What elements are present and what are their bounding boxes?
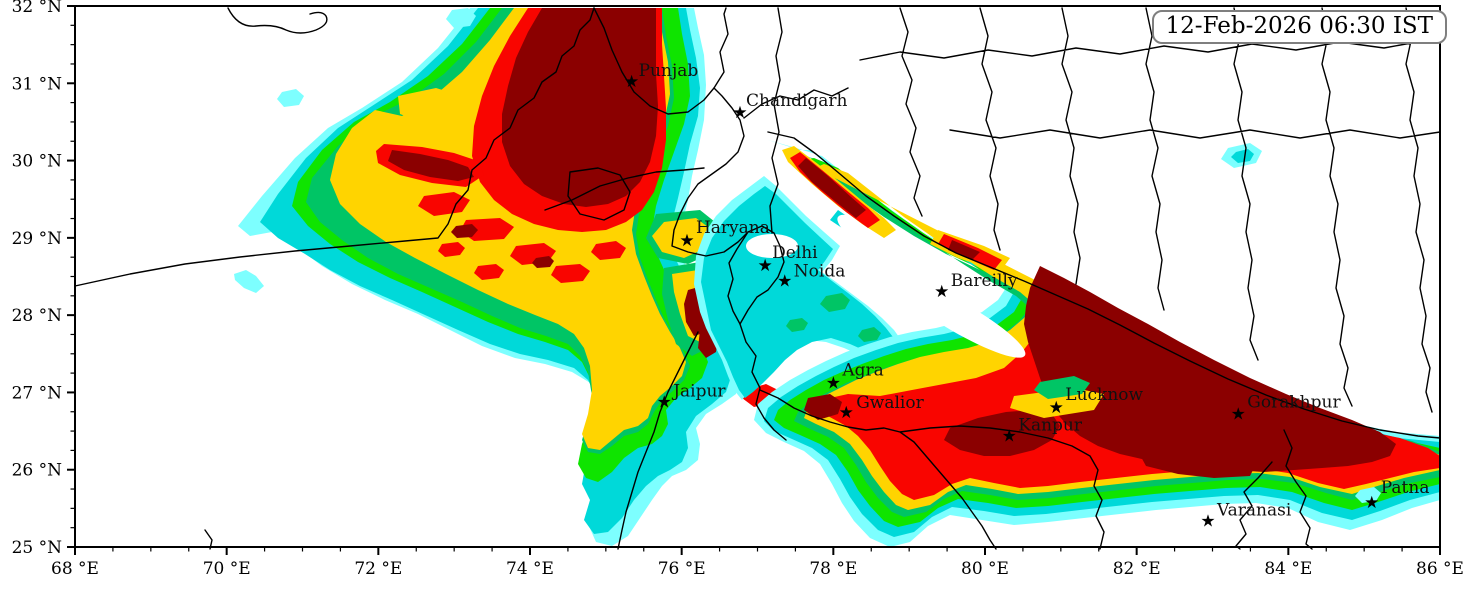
city-star-kanpur: ★ [1002,427,1017,447]
y-tick-label: 25 °N [12,538,63,558]
political-boundaries [74,7,1441,550]
city-star-gorakhpur: ★ [1231,404,1246,424]
x-axis-ticks: 68 °E 70 °E 72 °E 74 °E 76 °E 78 °E 80 °E 82 °E… [51,547,1464,579]
boundary-yamuna-south [739,323,787,441]
boundary-up-mp [759,389,1105,550]
y-tick-label: 31 °N [12,74,63,94]
city-star-lucknow: ★ [1049,398,1064,418]
contour-lucknow-pocket [1010,388,1104,418]
city-label-kanpur: Kanpur [1018,416,1083,436]
contour-nw-streak [388,150,474,181]
city-label-haryana: Haryana [696,218,770,238]
contour-nw-yellow-patch [398,88,462,124]
contour-nw-core [502,8,658,207]
contour-lucknow-pocket [1034,376,1090,399]
y-tick-label: 27 °N [12,383,63,403]
city-label-punjab: Punjab [639,61,699,81]
x-tick-label: 84 °E [1264,559,1312,579]
city-star-patna: ★ [1364,493,1379,513]
city-markers: ★Punjab★Chandigarh★Haryana★Delhi★ Noida★B… [624,61,1429,532]
x-tick-label: 76 °E [658,559,706,579]
city-star-punjab: ★ [624,72,639,92]
contour-islands [1231,149,1254,163]
fog-intensity-contours [234,8,1440,547]
city-star-noida: ★ [777,271,792,291]
boundary-delhi-loop [727,7,785,325]
x-tick-label: 68 °E [51,559,99,579]
y-tick-label: 26 °N [12,461,63,481]
boundary-punjab-loop [593,7,749,257]
timestamp-text: 12-Feb-2026 06:30 IST [1165,13,1433,39]
y-tick-label: 29 °N [12,229,63,249]
boundary-nepal [767,131,1441,439]
city-label-patna: Patna [1381,478,1430,498]
map-axes: 68 °E 70 °E 72 °E 74 °E 76 °E 78 °E 80 °E 82 °E… [12,0,1464,579]
boundary-rajasthan-mp [617,331,699,550]
fog-free-gap [894,278,1026,358]
x-tick-label: 78 °E [809,559,857,579]
y-tick-label: 32 °N [12,0,63,17]
x-tick-label: 74 °E [506,559,554,579]
fog-free-gap [746,234,798,258]
y-tick-label: 30 °N [12,152,63,172]
city-label-noida: Noida [794,261,846,281]
fog-free-gaps [746,214,1026,358]
boundary-pakistan-border [74,7,595,287]
city-label-gwalior: Gwalior [856,393,924,413]
contour-foothill-streak [790,152,1002,270]
boundary-district-loop [567,167,631,221]
contour-foothill-streak [798,158,980,260]
boundary-top-left [227,7,328,34]
city-label-varanasi: Varanasi [1216,501,1292,521]
city-star-chandigarh: ★ [732,103,747,123]
boundary-nepal-districts [859,7,1441,413]
x-tick-label: 82 °E [1113,559,1161,579]
city-star-gwalior: ★ [839,403,854,423]
city-star-agra: ★ [826,373,841,393]
city-label-chandigarh: Chandigarh [746,91,848,111]
city-label-agra: Agra [841,360,883,380]
boundary-bihar-rivers [1235,429,1313,550]
x-tick-label: 80 °E [961,559,1009,579]
city-star-bareilly: ★ [934,282,949,302]
city-label-delhi: Delhi [772,243,818,263]
city-star-delhi: ★ [757,256,772,276]
contour-delhi-green-dots [786,293,881,342]
city-star-varanasi: ★ [1200,512,1215,532]
timestamp-box: 12-Feb-2026 06:30 IST [1151,10,1447,44]
city-star-jaipur: ★ [657,393,672,413]
fog-free-gap [837,214,983,310]
x-tick-label: 72 °E [354,559,402,579]
x-tick-label: 70 °E [203,559,251,579]
city-label-bareilly: Bareilly [951,271,1018,291]
y-tick-label: 28 °N [12,306,63,326]
boundary-chandigarh-ne [713,7,849,119]
city-star-haryana: ★ [679,231,694,251]
x-tick-label: 86 °E [1416,559,1464,579]
city-label-gorakhpur: Gorakhpur [1247,392,1341,412]
y-axis-ticks: 25 °N 26 °N 27 °N 28 °N 29 °N 30 °N 31 °N 32 °N [12,0,75,558]
contour-belt-maroon [804,266,1396,478]
city-label-jaipur: Jaipur [671,382,726,402]
boundary-punjab-haryana [544,167,705,211]
city-label-lucknow: Lucknow [1065,385,1143,405]
